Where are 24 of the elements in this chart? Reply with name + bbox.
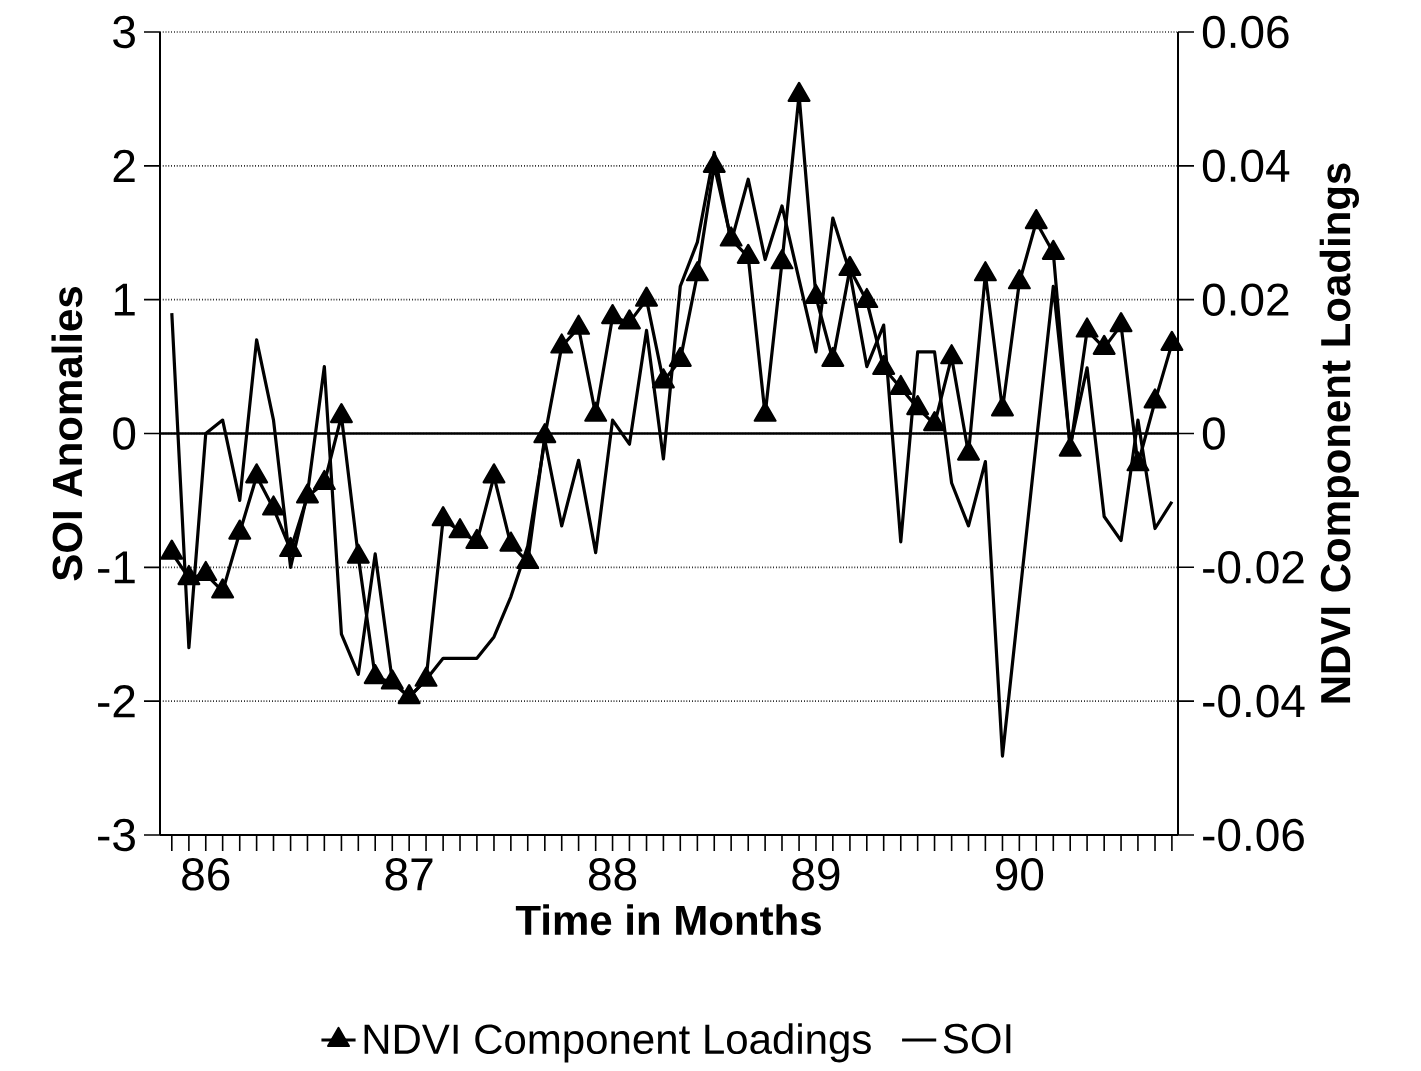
x-tick-label: 88 — [588, 858, 637, 891]
x-tick-label: 86 — [182, 858, 230, 891]
y2-tick-label: -0.04 — [1203, 684, 1305, 718]
y2-tick-label: 0.04 — [1202, 149, 1290, 183]
x-axis-title: Time in Months — [515, 904, 821, 936]
y-tick-label: -1 — [98, 551, 135, 584]
y2-tick-label: -0.06 — [1203, 818, 1304, 852]
y2-axis-title: NDVI Component Loadings — [1319, 163, 1359, 703]
x-tick-label: 89 — [792, 858, 840, 891]
x-tick-label: 87 — [385, 858, 433, 891]
y-tick-label: 3 — [113, 15, 135, 49]
y-axis-title: SOI Anomalies — [51, 287, 83, 581]
y2-tick-label: -0.02 — [1203, 551, 1304, 584]
y-tick-label: 2 — [113, 149, 135, 182]
legend-label: NDVI Component Loadings — [364, 1023, 871, 1063]
y-tick-label: 1 — [114, 283, 135, 316]
y-tick-label: -2 — [98, 685, 135, 718]
y2-tick-label: 0 — [1202, 417, 1225, 450]
y-tick-label: -3 — [98, 818, 135, 852]
x-tick-label: 90 — [995, 858, 1044, 891]
y2-tick-label: 0.02 — [1202, 283, 1289, 316]
legend-label: SOI — [943, 1023, 1011, 1054]
y-tick-label: 0 — [113, 417, 136, 450]
y2-tick-label: 0.06 — [1202, 15, 1289, 49]
